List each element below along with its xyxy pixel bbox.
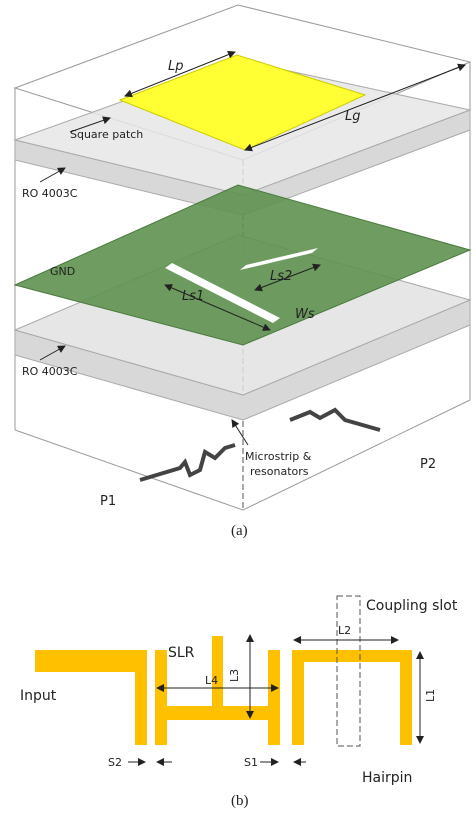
- label: S2: [108, 756, 122, 769]
- pointer: [39, 345, 66, 361]
- dim-line: [254, 263, 321, 292]
- dim-line: [164, 284, 271, 331]
- caption: (b): [231, 793, 249, 809]
- label: P1: [100, 494, 116, 509]
- strip: [292, 650, 304, 745]
- label: Input: [20, 688, 57, 704]
- caption: (a): [231, 523, 248, 539]
- coupling-slot: [336, 595, 361, 747]
- box-bottom: [14, 399, 471, 511]
- microstrip: [139, 443, 236, 482]
- label: Square patch: [70, 128, 143, 141]
- label: L2: [338, 624, 351, 637]
- strip: [292, 650, 412, 662]
- label: GND: [50, 265, 75, 278]
- strip: [268, 650, 280, 745]
- label: RO 4003C: [22, 365, 78, 378]
- label: Lp: [168, 59, 184, 74]
- label: L1: [424, 689, 437, 702]
- figure-b: Coupling slot SLR L2 L3 L1 L4 Input S2 S…: [20, 595, 458, 809]
- label: Lg: [345, 109, 361, 124]
- dim-line: [244, 63, 466, 152]
- label: S1: [244, 756, 258, 769]
- dim-line: [124, 50, 236, 98]
- pointer: [39, 167, 66, 183]
- figure-a: Lp Lg Square patch RO 4003C GND Ls1 Ls2 …: [13, 4, 472, 539]
- label: Microstrip &: [245, 450, 312, 463]
- strip: [212, 636, 223, 716]
- label: resonators: [250, 465, 309, 478]
- label: RO 4003C: [22, 187, 78, 200]
- pointer: [69, 116, 111, 133]
- strip: [135, 650, 147, 745]
- label: L3: [228, 669, 241, 682]
- label: Ws: [295, 307, 315, 322]
- label: Coupling slot: [366, 598, 458, 614]
- strip: [155, 650, 167, 745]
- pointer: [231, 419, 249, 446]
- microstrip: [289, 407, 381, 432]
- strip: [400, 650, 412, 745]
- label: P2: [420, 457, 436, 472]
- label: L4: [205, 674, 218, 687]
- label: Hairpin: [362, 770, 412, 786]
- strip: [155, 706, 280, 720]
- label: SLR: [168, 645, 195, 661]
- label: Ls2: [270, 269, 292, 284]
- input-line: [35, 650, 147, 672]
- label: Ls1: [182, 289, 204, 304]
